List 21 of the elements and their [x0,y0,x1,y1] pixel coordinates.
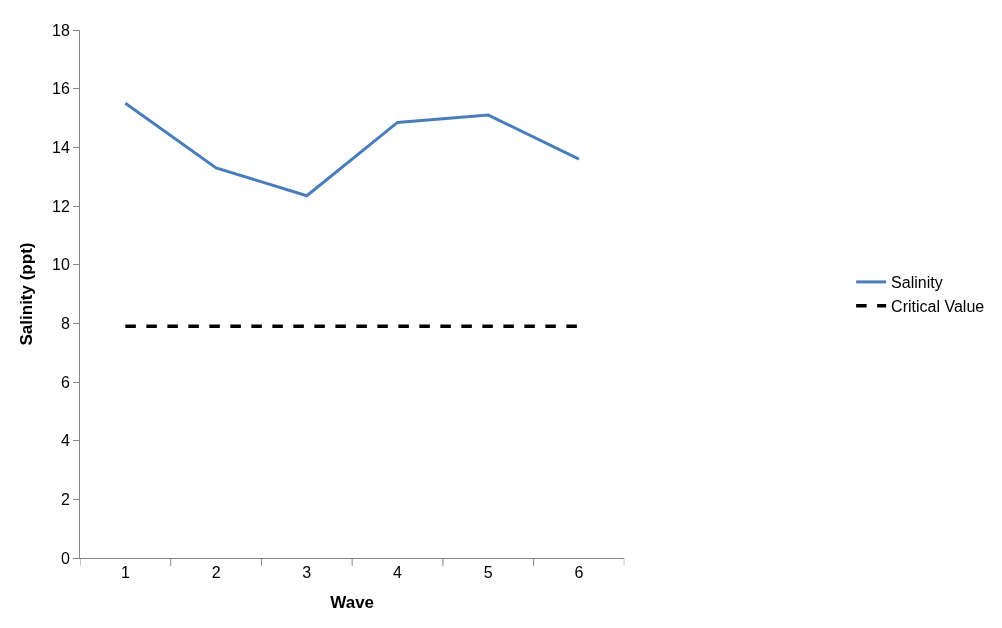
y-tick-label: 16 [52,80,70,98]
x-tick-label: 1 [120,564,130,582]
y-tick-label: 10 [52,256,70,274]
y-tick-label: 14 [52,138,70,156]
y-tick-label: 12 [52,197,70,215]
y-tick-label: 4 [60,432,70,450]
line-series [123,101,581,198]
legend-label: Critical Value [891,297,985,315]
x-axis-title: Wave [330,592,375,612]
x-tick-label: 2 [211,564,221,582]
legend-label: Salinity [891,274,943,292]
y-tick-label: 8 [60,314,70,332]
y-tick-label: 18 [52,21,70,39]
x-tick-label: 4 [393,564,403,582]
y-tick-label: 6 [60,373,70,391]
x-tick-label: 3 [302,564,312,582]
y-tick-label: 2 [60,490,70,508]
y-axis-title: Salinity (ppt) [16,242,36,346]
x-tick-label: 6 [574,564,584,582]
y-tick-label: 0 [60,549,70,567]
x-tick-label: 5 [483,564,493,582]
